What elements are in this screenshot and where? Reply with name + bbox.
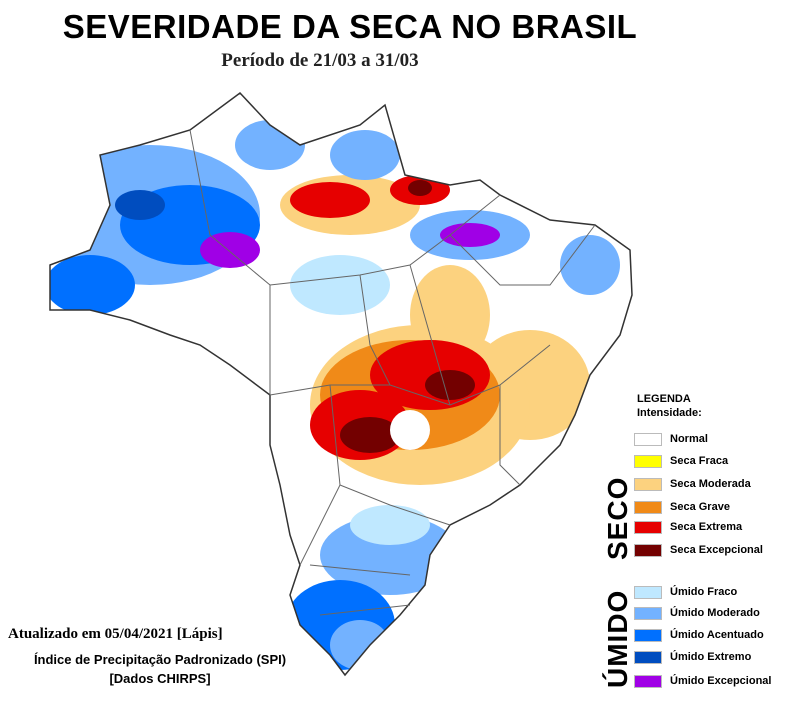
legend-label: Seca Fraca [670, 455, 729, 467]
legend-label: Úmido Moderado [670, 607, 760, 619]
legend-title-line2: Intensidade: [637, 407, 702, 419]
legend-label: Úmido Extremo [670, 651, 752, 663]
brazil-drought-map [49, 91, 633, 677]
state-borders [189, 129, 596, 616]
period-subtitle: Período de 21/03 a 31/03 [221, 50, 419, 71]
swatch-seca-fraca [634, 455, 662, 468]
swatch-seca-excepcional [634, 544, 662, 557]
map-title: SEVERIDADE DA SECA NO BRASIL [62, 8, 638, 45]
legend-label: Seca Moderada [670, 478, 751, 490]
legend-label: Úmido Acentuado [670, 629, 764, 641]
swatch-umido-extremo [634, 651, 662, 664]
country-border [49, 91, 633, 677]
legend-label: Úmido Fraco [670, 586, 738, 598]
swatch-umido-acentuado [634, 629, 662, 642]
swatch-umido-moderado [634, 607, 662, 620]
swatch-umido-excepcional [634, 675, 662, 688]
swatch-seca-moderada [634, 478, 662, 491]
dry-group-label: SECO [602, 476, 633, 560]
swatch-normal [634, 433, 662, 446]
legend-label: Normal [670, 433, 708, 445]
legend-label: Seca Excepcional [670, 544, 763, 556]
index-name: Índice de Precipitação Padronizado (SPI) [33, 652, 287, 667]
legend-label: Seca Extrema [670, 521, 743, 533]
swatch-seca-grave [634, 501, 662, 514]
updated-date: Atualizado em 05/04/2021 [Lápis] [8, 626, 223, 642]
legend-title: LEGENDA Intensidade: [637, 392, 702, 420]
swatch-umido-fraco [634, 586, 662, 599]
wet-group-label: ÚMIDO [602, 589, 633, 688]
legend-title-line1: LEGENDA [637, 393, 691, 405]
data-source: [Dados CHIRPS] [109, 671, 211, 686]
swatch-seca-extrema [634, 521, 662, 534]
legend-label: Úmido Excepcional [670, 675, 772, 687]
legend-label: Seca Grave [670, 501, 730, 513]
